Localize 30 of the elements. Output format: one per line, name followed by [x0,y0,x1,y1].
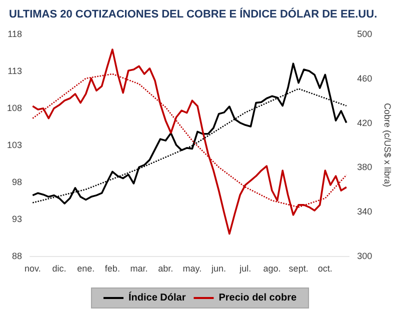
y-tick-label: 113 [8,66,22,76]
x-tick-label: feb. [104,264,120,274]
x-tick-label: dic. [52,264,66,274]
x-tick-label: sept. [288,264,308,274]
x-tick-label: nov. [24,264,41,274]
y-tick-label: 98 [12,177,22,187]
y-tick-label: 108 [6,103,22,113]
y2-tick-label: 460 [357,73,372,84]
x-tick-label: oct. [318,264,332,274]
y-tick-label: 118 [8,29,22,39]
x-tick-label: ene. [77,264,95,274]
y2-tick-label: 380 [357,162,372,172]
x-tick-label: ago. [263,264,281,274]
y-tick-label: 88 [12,251,22,261]
x-tick-label: jun. [210,264,226,274]
y2-axis-title: Cobre (c/US$ x libra) [382,102,392,188]
x-tick-label: abr. [158,264,174,274]
legend-label: Precio del cobre [218,292,297,304]
chart-title: ULTIMAS 20 COTIZACIONES DEL COBRE E ÍNDICE DÓLAR DE EE.UU. [9,8,378,20]
y-tick-label: 103 [6,140,22,150]
y-tick-label: 93 [12,214,22,224]
x-tick-label: mar. [130,264,148,274]
x-tick-label: may. [182,264,202,274]
y2-tick-label: 340 [357,206,372,217]
y2-tick-label: 420 [357,118,372,128]
y2-tick-label: 300 [357,251,372,261]
x-tick-label: jul. [238,264,252,274]
line-series [32,48,348,235]
y2-tick-label: 500 [357,29,372,39]
legend-label: Índice Dólar [128,292,186,304]
